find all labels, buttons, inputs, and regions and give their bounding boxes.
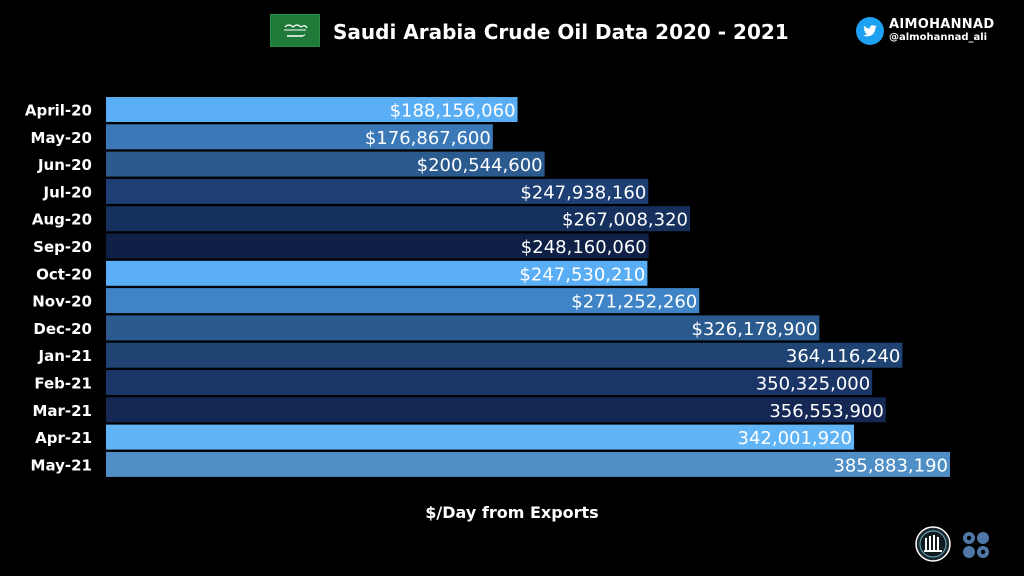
bar bbox=[106, 342, 903, 368]
data-label: $271,252,260 bbox=[571, 292, 697, 313]
bar bbox=[106, 288, 700, 314]
data-label: $248,160,060 bbox=[521, 237, 647, 258]
bar bbox=[106, 233, 649, 259]
category-label: Apr-21 bbox=[35, 429, 92, 447]
category-label: Aug-20 bbox=[32, 211, 92, 229]
bar bbox=[106, 124, 493, 150]
category-label: Dec-20 bbox=[33, 320, 92, 338]
category-label: Sep-20 bbox=[33, 238, 92, 256]
data-label: $176,867,600 bbox=[365, 128, 491, 149]
bar bbox=[106, 424, 855, 450]
round-seal-logo bbox=[915, 526, 951, 562]
data-label: 350,325,000 bbox=[756, 374, 871, 395]
category-label: Jul-20 bbox=[42, 183, 92, 201]
bar bbox=[106, 206, 690, 232]
category-label: Oct-20 bbox=[36, 265, 92, 283]
data-label: $200,544,600 bbox=[417, 155, 543, 176]
data-label: 364,116,240 bbox=[786, 346, 901, 367]
bar bbox=[106, 260, 648, 286]
bar bbox=[106, 397, 886, 423]
category-label: Feb-21 bbox=[34, 375, 92, 393]
brand-badge[interactable]: AIMOHANNAD @almohannad_ali bbox=[856, 16, 1006, 48]
data-label: $326,178,900 bbox=[691, 319, 817, 340]
bar bbox=[106, 451, 950, 477]
bar bbox=[106, 97, 518, 122]
data-label: $188,156,060 bbox=[390, 101, 516, 122]
category-label: May-20 bbox=[31, 129, 92, 147]
data-label: 342,001,920 bbox=[738, 428, 853, 449]
chart-title: Saudi Arabia Crude Oil Data 2020 - 2021 bbox=[333, 20, 789, 44]
category-label: Mar-21 bbox=[32, 402, 92, 420]
brand-handle: @almohannad_ali bbox=[889, 32, 988, 43]
bar bbox=[106, 178, 649, 204]
opec-logo bbox=[963, 532, 989, 558]
bar bbox=[106, 151, 545, 177]
data-label: 356,553,900 bbox=[769, 401, 884, 422]
twitter-bird-icon bbox=[856, 17, 884, 45]
category-label: May-21 bbox=[31, 456, 92, 474]
bar bbox=[106, 370, 873, 395]
brand-name: AIMOHANNAD bbox=[889, 17, 995, 32]
data-label: $247,938,160 bbox=[520, 182, 646, 203]
category-label: Nov-20 bbox=[32, 293, 92, 311]
category-label: Jun-20 bbox=[37, 156, 92, 174]
category-label: April-20 bbox=[25, 102, 92, 120]
category-label: Jan-21 bbox=[38, 347, 92, 365]
data-label: 385,883,190 bbox=[833, 455, 948, 476]
saudi-arabia-flag-icon bbox=[270, 14, 320, 47]
bar bbox=[106, 315, 820, 341]
data-label: $247,530,210 bbox=[519, 264, 645, 285]
x-axis-label: $/Day from Exports bbox=[425, 503, 599, 522]
data-label: $267,008,320 bbox=[562, 210, 688, 231]
bar-chart: April-20 $188,156,060 May-20 $176,867,600 Ju… bbox=[25, 97, 950, 477]
